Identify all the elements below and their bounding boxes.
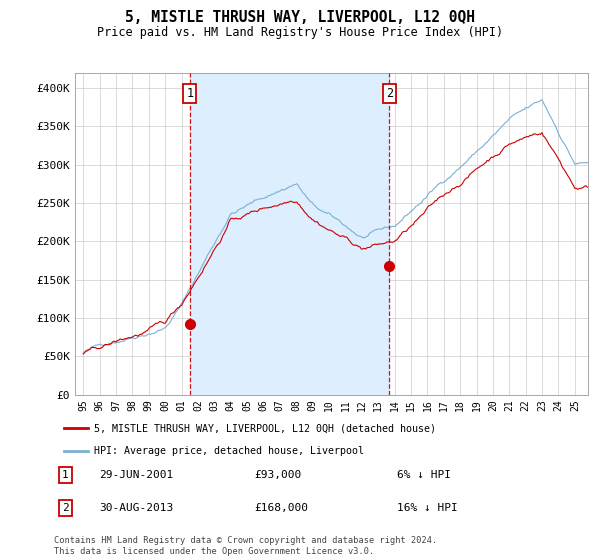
Text: Price paid vs. HM Land Registry's House Price Index (HPI): Price paid vs. HM Land Registry's House … [97, 26, 503, 39]
Text: 1: 1 [62, 470, 68, 480]
Text: £93,000: £93,000 [254, 470, 302, 480]
Text: £168,000: £168,000 [254, 503, 308, 514]
Text: 5, MISTLE THRUSH WAY, LIVERPOOL, L12 0QH (detached house): 5, MISTLE THRUSH WAY, LIVERPOOL, L12 0QH… [94, 423, 436, 433]
Bar [190, 73, 389, 395]
Text: 16% ↓ HPI: 16% ↓ HPI [397, 503, 458, 514]
Text: 1: 1 [186, 87, 193, 100]
Text: 5, MISTLE THRUSH WAY, LIVERPOOL, L12 0QH: 5, MISTLE THRUSH WAY, LIVERPOOL, L12 0QH [125, 10, 475, 25]
Text: 2: 2 [386, 87, 393, 100]
Text: 2: 2 [62, 503, 68, 514]
Text: 6% ↓ HPI: 6% ↓ HPI [397, 470, 451, 480]
Text: 30-AUG-2013: 30-AUG-2013 [99, 503, 173, 514]
Text: HPI: Average price, detached house, Liverpool: HPI: Average price, detached house, Live… [94, 446, 364, 455]
Text: Contains HM Land Registry data © Crown copyright and database right 2024.
This d: Contains HM Land Registry data © Crown c… [54, 536, 437, 556]
Text: 29-JUN-2001: 29-JUN-2001 [99, 470, 173, 480]
